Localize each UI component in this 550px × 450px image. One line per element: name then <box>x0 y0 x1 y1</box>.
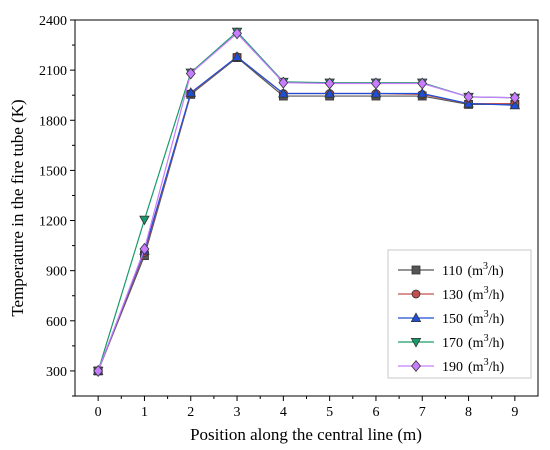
legend-item: 110 (m3/h) <box>398 261 504 279</box>
data-point-marker <box>509 91 520 104</box>
y-tick-label: 900 <box>46 265 67 280</box>
legend-item: 150 (m3/h) <box>398 309 504 327</box>
y-tick-label: 1800 <box>39 114 67 129</box>
series-190 <box>93 27 520 377</box>
legend-item: 170 (m3/h) <box>398 333 504 351</box>
data-point-marker <box>324 87 335 98</box>
x-axis-ticks: 0 1 2 3 4 5 6 7 8 9 <box>95 396 518 420</box>
data-point-marker <box>231 51 243 61</box>
legend-value: 130 <box>442 288 463 303</box>
x-tick-label: 2 <box>187 405 194 420</box>
series-line <box>97 55 515 372</box>
legend-label: 190 (m3/h) <box>442 357 504 375</box>
legend-label: 130 (m3/h) <box>442 285 504 303</box>
legend-value: 190 <box>442 360 463 375</box>
data-point-marker <box>463 90 474 103</box>
legend-value: 150 <box>442 312 463 327</box>
data-point-marker <box>371 77 381 90</box>
x-tick-label: 5 <box>326 405 333 420</box>
x-tick-label: 1 <box>141 405 148 420</box>
x-tick-label: 8 <box>465 405 472 420</box>
data-point-marker <box>417 77 428 90</box>
x-tick-label: 7 <box>419 405 426 420</box>
y-tick-label: 2400 <box>39 14 67 29</box>
y-tick-label: 2100 <box>39 64 67 79</box>
legend-item: 190 (m3/h) <box>398 357 504 375</box>
data-point-marker <box>278 87 289 98</box>
y-tick-label: 1200 <box>39 215 67 230</box>
x-tick-label: 3 <box>234 405 241 420</box>
data-point-marker <box>370 87 382 98</box>
data-point-marker <box>509 99 521 110</box>
x-tick-label: 6 <box>372 405 379 420</box>
legend-label: 110 (m3/h) <box>442 261 504 279</box>
legend-marker <box>411 289 421 299</box>
series-group <box>92 27 521 377</box>
legend-marker <box>410 312 422 323</box>
legend-item: 130 (m3/h) <box>398 285 504 303</box>
x-tick-label: 4 <box>280 405 287 420</box>
data-point-marker <box>463 97 474 108</box>
x-axis-title: Position along the central line (m) <box>190 425 422 444</box>
data-point-marker <box>232 27 242 40</box>
data-point-marker <box>185 87 197 97</box>
data-point-marker <box>139 215 150 226</box>
y-tick-label: 300 <box>46 365 67 380</box>
x-tick-label: 0 <box>95 405 102 420</box>
y-tick-label: 1500 <box>39 164 67 179</box>
y-tick-label: 600 <box>46 315 67 330</box>
data-point-marker <box>416 87 428 98</box>
legend-marker <box>410 337 422 348</box>
legend-value: 170 <box>442 336 463 351</box>
data-point-marker <box>185 67 196 80</box>
legend-label: 170 (m3/h) <box>442 333 504 351</box>
legend: 110 (m3/h) 130 (m3/h) 150 (m3/h) 170 (m3/h) 190(… <box>387 249 532 379</box>
legend-marker <box>411 265 421 275</box>
legend-value: 110 <box>442 264 462 279</box>
y-axis-title: Temperature in the fire tube (K) <box>8 99 27 316</box>
x-tick-label: 9 <box>511 405 518 420</box>
data-point-marker <box>324 77 335 90</box>
series-line <box>97 32 515 372</box>
legend-label: 150 (m3/h) <box>442 309 504 327</box>
data-point-marker <box>139 242 150 255</box>
legend-marker <box>411 359 421 373</box>
data-point-marker <box>93 364 104 377</box>
data-point-marker <box>278 76 289 89</box>
y-axis-ticks: 300 600 900 1200 1500 1800 2100 2400 <box>39 14 75 397</box>
